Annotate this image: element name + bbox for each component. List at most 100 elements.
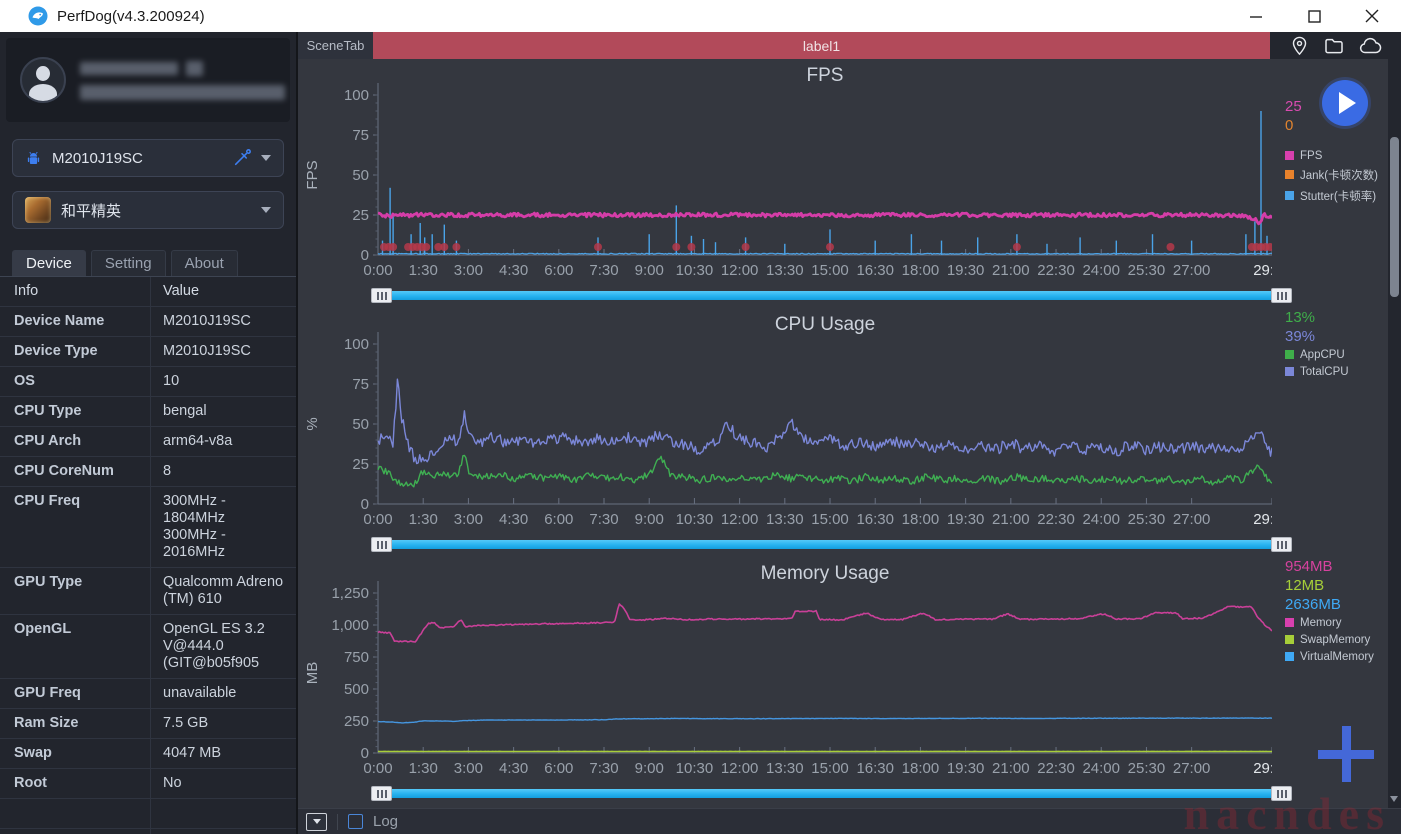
info-label: Swap (0, 739, 150, 768)
chart-title: CPU Usage (775, 314, 875, 335)
scrollbar-track[interactable] (390, 291, 1273, 300)
current-value: 2636MB (1285, 595, 1397, 614)
x-tick-label: 18:00 (902, 511, 940, 528)
jank-dot (422, 243, 430, 251)
close-button[interactable] (1343, 0, 1401, 32)
x-tick-label: 7:30 (589, 760, 618, 777)
scene-label[interactable]: label1 (373, 32, 1270, 59)
add-chart-button[interactable] (1318, 726, 1374, 782)
location-pin-icon[interactable] (1289, 35, 1310, 57)
x-tick-label: 0:00 (363, 760, 392, 777)
legend-swatch (1285, 652, 1294, 661)
info-value: 8 (150, 457, 296, 486)
avatar (20, 57, 66, 103)
x-tick-label: 4:30 (499, 760, 528, 777)
android-icon (25, 150, 42, 167)
scrollbar-right-handle[interactable] (1271, 288, 1292, 303)
scene-tab[interactable]: SceneTab (298, 32, 373, 59)
current-value: 954MB (1285, 557, 1397, 576)
x-tick-label: 0:00 (363, 511, 392, 528)
info-value: M2010J19SC (150, 337, 296, 366)
x-tick-label: 21:00 (992, 262, 1030, 279)
series-Stutter (378, 253, 1272, 254)
expand-panel-button[interactable] (306, 813, 327, 831)
jank-dot (687, 243, 695, 251)
y-tick-label: 250 (344, 713, 369, 730)
legend-swatch (1285, 151, 1294, 160)
app-selector[interactable]: 和平精英 (12, 191, 284, 229)
info-value: No (150, 769, 296, 798)
x-tick-label: 25:30 (1128, 511, 1166, 528)
scroll-down-arrow-icon[interactable] (1390, 796, 1398, 802)
tab-setting[interactable]: Setting (91, 250, 166, 276)
x-tick-label: 12:00 (721, 760, 759, 777)
user-name-redacted (80, 62, 178, 75)
legend-item-stutter[interactable]: Stutter(卡顿率) (1285, 188, 1397, 204)
legend-label: SwapMemory (1300, 634, 1370, 646)
table-row: Ram Size7.5 GB (0, 709, 296, 739)
legend-label: FPS (1300, 150, 1322, 162)
table-row-empty (0, 829, 296, 834)
y-tick-label: 1,000 (331, 617, 369, 634)
legend-item-fps[interactable]: FPS (1285, 150, 1397, 162)
scrollbar-left-handle[interactable] (371, 537, 392, 552)
sidebar: M2010J19SC 和平精英 DeviceSettingAbout InfoV… (0, 32, 298, 834)
legend-item-totalcpu[interactable]: TotalCPU (1285, 366, 1397, 378)
x-tick-label: 22:30 (1037, 760, 1075, 777)
scrollbar-left-handle[interactable] (371, 288, 392, 303)
tab-device[interactable]: Device (12, 250, 86, 276)
app-selector-value: 和平精英 (61, 200, 251, 221)
maximize-icon (1308, 10, 1321, 23)
maximize-button[interactable] (1285, 0, 1343, 32)
x-tick-label: 27:00 (1173, 760, 1211, 777)
minimize-button[interactable] (1227, 0, 1285, 32)
y-tick-label: 50 (352, 416, 369, 433)
info-label: Device Type (0, 337, 150, 366)
chart-canvas: FPSFPS02550751000:001:303:004:306:007:30… (298, 59, 1272, 281)
info-label: CPU Type (0, 397, 150, 426)
table-row: RootNo (0, 769, 296, 799)
device-selector[interactable]: M2010J19SC (12, 139, 284, 177)
scrollbar-track[interactable] (390, 540, 1273, 549)
sidebar-tabs: DeviceSettingAbout (12, 250, 284, 276)
legend-item-jank[interactable]: Jank(卡顿次数) (1285, 167, 1397, 183)
x-tick-label: 7:30 (589, 262, 618, 279)
jank-dot (452, 243, 460, 251)
scrollbar-right-handle[interactable] (1271, 537, 1292, 552)
info-value: bengal (150, 397, 296, 426)
folder-icon[interactable] (1323, 35, 1345, 57)
table-row: OpenGLOpenGL ES 3.2 V@444.0 (GIT@b05f905 (0, 615, 296, 679)
cloud-icon[interactable] (1358, 35, 1383, 57)
x-tick-label: 6:00 (544, 511, 573, 528)
info-label: CPU Freq (0, 487, 150, 567)
info-value: 7.5 GB (150, 709, 296, 738)
legend-item-appcpu[interactable]: AppCPU (1285, 349, 1397, 361)
info-label (0, 829, 150, 834)
scrollbar-right-handle[interactable] (1271, 786, 1292, 801)
table-row: Device NameM2010J19SC (0, 307, 296, 337)
scrollbar-track[interactable] (390, 789, 1273, 798)
main-panel: SceneTab label1 F (298, 32, 1401, 834)
tab-about[interactable]: About (171, 250, 238, 276)
play-button[interactable] (1322, 80, 1368, 126)
table-row: CPU Typebengal (0, 397, 296, 427)
x-tick-label: 4:30 (499, 262, 528, 279)
legend-item-virtualmemory[interactable]: VirtualMemory (1285, 651, 1397, 663)
legend-item-memory[interactable]: Memory (1285, 617, 1397, 629)
device-info-table: InfoValueDevice NameM2010J19SCDevice Typ… (0, 276, 296, 834)
x-tick-label: 19:30 (947, 760, 985, 777)
scrollbar-left-handle[interactable] (371, 786, 392, 801)
x-tick-label: 21:00 (992, 760, 1030, 777)
chart-title: Memory Usage (761, 563, 890, 584)
legend-label: VirtualMemory (1300, 651, 1374, 663)
legend-item-swapmemory[interactable]: SwapMemory (1285, 634, 1397, 646)
legend-items: AppCPU TotalCPU (1285, 346, 1397, 380)
x-tick-label: 16:30 (856, 511, 894, 528)
vertical-scrollbar-thumb[interactable] (1390, 137, 1399, 297)
log-checkbox[interactable] (348, 814, 363, 829)
x-tick-label: 4:30 (499, 511, 528, 528)
y-tick-label: 25 (352, 207, 369, 224)
x-tick-label: 24:00 (1082, 262, 1120, 279)
series-VirtualMemory (378, 718, 1272, 723)
x-tick-label: 18:00 (902, 760, 940, 777)
